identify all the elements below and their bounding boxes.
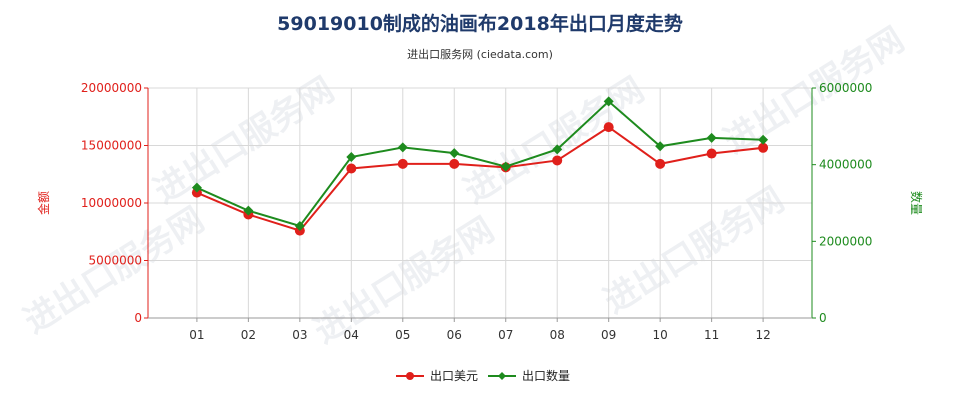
watermark-text: 进出口服务网 [457, 70, 651, 212]
data-point [552, 144, 563, 155]
data-point [449, 148, 460, 159]
data-point [500, 161, 511, 172]
left-tick-label: 10000000 [81, 196, 142, 210]
left-axis-ticks: 0 5000000 10000000 15000000 20000000 [81, 81, 148, 325]
data-point [706, 132, 717, 143]
x-tick-label: 06 [447, 328, 462, 342]
chart-subtitle: 进出口服务网 (ciedata.com) [407, 47, 553, 61]
data-point [706, 148, 717, 159]
right-tick-label: 0 [819, 311, 827, 325]
series-line [196, 100, 764, 228]
x-tick-label: 08 [550, 328, 565, 342]
x-tick-label: 01 [189, 328, 204, 342]
left-tick-label: 5000000 [89, 254, 142, 268]
right-tick-label: 4000000 [819, 158, 872, 172]
left-axis-label: 金额 [36, 191, 51, 215]
data-point [655, 158, 666, 169]
series-export-quantity [191, 96, 769, 231]
watermark-text: 进出口服务网 [597, 180, 791, 322]
x-tick-label: 05 [395, 328, 410, 342]
legend-marker [498, 372, 506, 380]
x-tick-label: 11 [704, 328, 719, 342]
legend-marker [406, 372, 414, 380]
x-tick-label: 09 [601, 328, 616, 342]
right-tick-label: 6000000 [819, 81, 872, 95]
x-axis-ticks: 01 02 03 04 05 06 07 08 09 10 11 12 [189, 318, 771, 342]
data-point [346, 152, 357, 162]
data-point [655, 141, 666, 152]
data-point [397, 142, 408, 153]
data-point [243, 205, 254, 216]
left-tick-label: 15000000 [81, 139, 142, 153]
left-tick-label: 20000000 [81, 81, 142, 95]
x-tick-label: 03 [292, 328, 307, 342]
legend-item: 出口数量 [488, 368, 570, 383]
legend-item: 出口美元 [396, 369, 478, 383]
data-point [758, 134, 769, 145]
watermark-text: 进出口服务网 [147, 70, 341, 212]
x-tick-label: 02 [241, 328, 256, 342]
data-point [449, 158, 460, 169]
series-layer [191, 96, 769, 236]
x-tick-label: 12 [755, 328, 770, 342]
legend: 出口美元 出口数量 [396, 368, 570, 383]
series-line [196, 125, 764, 232]
right-axis-label: 数量 [909, 191, 924, 215]
legend-label: 出口数量 [522, 368, 570, 383]
watermark-text: 进出口服务网 [17, 200, 211, 342]
data-point [397, 158, 408, 169]
data-point [758, 142, 769, 153]
right-tick-label: 2000000 [819, 234, 872, 248]
data-point [191, 182, 202, 193]
chart-title: 59019010制成的油画布2018年出口月度走势 [277, 12, 683, 35]
data-point [346, 163, 357, 174]
left-tick-label: 0 [134, 311, 142, 325]
data-point [552, 155, 563, 166]
right-axis-ticks: 0 2000000 4000000 6000000 [812, 81, 872, 325]
x-tick-label: 10 [653, 328, 668, 342]
watermark-text: 进出口服务网 [717, 20, 911, 162]
data-point [603, 122, 614, 133]
data-point [294, 221, 305, 231]
x-tick-label: 07 [498, 328, 513, 342]
legend-label: 出口美元 [430, 369, 478, 383]
x-tick-label: 04 [344, 328, 359, 342]
data-point [603, 96, 614, 107]
